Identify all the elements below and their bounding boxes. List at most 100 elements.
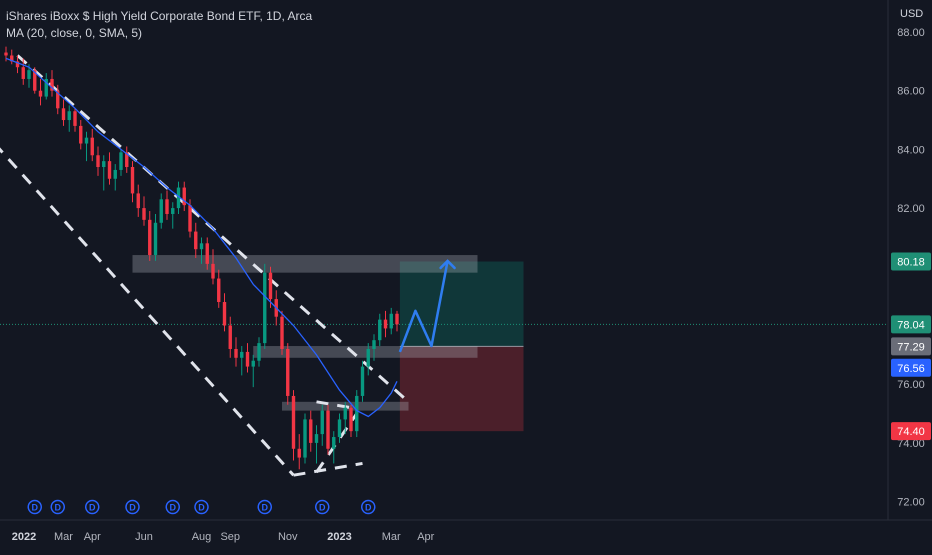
candle-body	[38, 90, 43, 97]
candle	[79, 120, 83, 150]
candle-body	[50, 78, 54, 91]
dividend-label: D	[262, 503, 269, 513]
dividend-marker[interactable]: D	[315, 499, 330, 515]
candle-body	[56, 90, 60, 109]
symbol-title[interactable]: iShares iBoxx $ High Yield Corporate Bon…	[6, 9, 313, 23]
candle-body	[125, 152, 129, 168]
dividend-icon	[85, 499, 100, 515]
candle	[263, 263, 267, 349]
price-tick-label: 88.00	[897, 27, 925, 39]
candle	[291, 390, 296, 461]
candle	[349, 404, 353, 438]
dividend-marker[interactable]: D	[50, 499, 65, 515]
dividend-marker[interactable]: D	[257, 499, 272, 515]
candle	[107, 152, 112, 185]
candle	[205, 237, 209, 270]
position-profit-zone[interactable]	[399, 261, 524, 347]
candle	[320, 404, 324, 446]
candle	[27, 64, 31, 88]
dividend-marker[interactable]: D	[125, 499, 140, 515]
candle	[280, 310, 284, 355]
candle-body	[383, 319, 388, 329]
dividend-marker[interactable]: D	[27, 499, 42, 515]
dividend-marker[interactable]: D	[85, 499, 100, 515]
candle	[268, 266, 273, 308]
moving-average-line	[5, 57, 398, 418]
channel-line-2[interactable]	[293, 461, 363, 477]
time-tick-label: Mar	[382, 531, 401, 543]
candle-body	[176, 187, 181, 209]
candle	[309, 410, 313, 452]
projection-layer[interactable]	[398, 259, 456, 353]
candle-body	[349, 407, 353, 432]
dividend-label: D	[198, 503, 205, 513]
candle-body	[320, 410, 324, 435]
candle	[44, 73, 48, 100]
candle	[176, 181, 181, 214]
price-badge-label: 80.18	[897, 257, 925, 269]
candle-body	[113, 169, 117, 179]
candle	[389, 307, 393, 335]
time-tick-label: Apr	[417, 531, 434, 543]
channel-line-1[interactable]	[0, 144, 295, 477]
candle	[142, 196, 146, 226]
candle-body	[182, 187, 186, 206]
indicator-label[interactable]: MA (20, close, 0, SMA, 5)	[6, 26, 143, 40]
dividend-marker[interactable]: D	[194, 499, 209, 515]
candle-body	[84, 137, 89, 144]
candle-body	[142, 208, 146, 220]
candle	[194, 222, 198, 258]
candle-body	[343, 407, 347, 420]
candle-body	[360, 366, 365, 396]
candle	[90, 128, 94, 162]
candle-body	[90, 137, 94, 156]
dividend-marker[interactable]: D	[361, 499, 376, 515]
time-tick-label: Mar	[54, 531, 73, 543]
price-zone-0[interactable]	[132, 255, 478, 273]
projection-path[interactable]	[398, 260, 449, 353]
candle	[372, 334, 376, 361]
candle	[234, 337, 238, 367]
channel-line-4[interactable]	[315, 412, 358, 474]
candle	[148, 211, 152, 261]
dividend-icon	[27, 499, 42, 515]
dividend-icon	[50, 499, 65, 515]
candle	[136, 184, 140, 217]
dividend-marker[interactable]: D	[165, 499, 180, 515]
price-badge-label: 77.29	[897, 341, 925, 353]
candle-body	[153, 222, 158, 256]
candle-body	[79, 125, 83, 144]
position-loss-zone[interactable]	[399, 346, 524, 432]
axes-layer[interactable]: 88.0086.0084.0082.0078.0076.0074.0072.00…	[0, 0, 932, 543]
dividend-label: D	[32, 503, 39, 513]
candle-body	[280, 316, 284, 349]
dividend-icon	[361, 499, 376, 515]
candle-body	[355, 395, 359, 432]
price-zone-1[interactable]	[253, 346, 409, 358]
dividend-label: D	[89, 503, 96, 513]
time-tick-label: 2022	[12, 531, 36, 543]
candle-body	[395, 313, 399, 325]
candle-body	[27, 70, 31, 79]
candle-body	[366, 348, 370, 367]
candle	[378, 313, 382, 347]
candle-body	[268, 272, 273, 300]
candle	[50, 70, 54, 97]
candle	[15, 55, 20, 74]
price-badge-label: 78.04	[897, 319, 925, 331]
candle-body	[245, 351, 250, 367]
price-badge-bg	[891, 315, 931, 334]
candle-body	[314, 434, 319, 443]
candle	[102, 155, 106, 191]
price-zone-3[interactable]	[408, 346, 478, 358]
candle	[251, 354, 255, 388]
time-tick-label: Apr	[84, 531, 101, 543]
candle-body	[297, 448, 301, 458]
candle	[314, 425, 319, 464]
candle-body	[251, 360, 255, 367]
candle-body	[33, 70, 37, 91]
position-tool[interactable]	[399, 261, 524, 432]
